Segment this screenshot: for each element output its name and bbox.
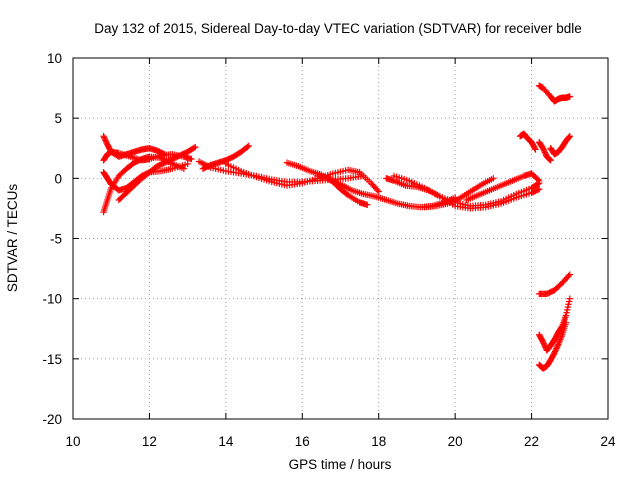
series-track-q bbox=[547, 133, 573, 158]
data-point bbox=[566, 93, 573, 100]
series-track-n bbox=[463, 170, 543, 204]
data-point bbox=[161, 151, 168, 158]
series-track-u bbox=[536, 319, 570, 372]
x-tick-label: 12 bbox=[142, 434, 157, 449]
data-point bbox=[565, 298, 573, 305]
plot-frame bbox=[72, 57, 609, 420]
data-point bbox=[364, 201, 371, 209]
data-point bbox=[102, 137, 109, 144]
x-tick-label: 18 bbox=[371, 434, 386, 449]
data-point bbox=[563, 309, 570, 316]
y-tick-label: -15 bbox=[42, 352, 62, 367]
data-point bbox=[101, 135, 109, 143]
data-point bbox=[551, 348, 559, 355]
y-tick-label: -5 bbox=[50, 232, 62, 247]
data-point bbox=[546, 156, 554, 163]
data-point bbox=[562, 319, 570, 326]
series-track-s bbox=[536, 271, 573, 298]
data-point bbox=[562, 312, 570, 319]
data-point bbox=[101, 134, 108, 141]
data-point bbox=[536, 177, 543, 184]
data-point bbox=[554, 342, 561, 349]
data-point bbox=[541, 147, 548, 155]
data-point bbox=[532, 146, 539, 153]
data-point bbox=[102, 138, 110, 146]
series-track-p bbox=[536, 139, 554, 164]
series-track-e bbox=[115, 143, 199, 204]
series-track-b bbox=[100, 133, 168, 160]
data-point bbox=[375, 188, 382, 195]
series-track-o bbox=[516, 130, 539, 153]
data-point bbox=[184, 160, 191, 168]
data-point bbox=[534, 186, 542, 193]
data-point bbox=[553, 344, 561, 351]
x-tick-label: 16 bbox=[295, 434, 310, 449]
y-tick-label: -10 bbox=[42, 292, 62, 307]
data-point bbox=[190, 144, 198, 152]
data-point bbox=[541, 149, 549, 156]
data-points bbox=[100, 82, 573, 372]
y-tick-label: 10 bbox=[47, 51, 62, 66]
data-point bbox=[547, 157, 554, 164]
data-point bbox=[542, 150, 549, 158]
x-tick-label: 10 bbox=[65, 434, 80, 449]
data-point bbox=[565, 301, 572, 308]
series-track-m bbox=[421, 175, 497, 211]
data-point bbox=[180, 165, 188, 172]
data-point bbox=[540, 340, 547, 347]
data-point bbox=[565, 133, 573, 141]
x-axis-label: GPS time / hours bbox=[289, 457, 392, 472]
data-point bbox=[566, 133, 573, 140]
series-track-r bbox=[536, 82, 573, 105]
data-point bbox=[192, 143, 199, 151]
data-point bbox=[539, 145, 547, 152]
y-axis-label: SDTVAR / TECUs bbox=[5, 184, 20, 293]
data-point bbox=[565, 272, 572, 280]
data-point bbox=[564, 306, 571, 314]
series-track-l bbox=[390, 172, 543, 212]
data-point bbox=[245, 142, 252, 150]
data-point bbox=[244, 143, 251, 151]
y-tick-label: -20 bbox=[42, 412, 62, 427]
data-point bbox=[490, 175, 497, 182]
series-track-d bbox=[100, 160, 191, 194]
data-point bbox=[541, 341, 548, 348]
data-point bbox=[374, 186, 381, 194]
data-point bbox=[160, 150, 167, 157]
x-tick-label: 20 bbox=[448, 434, 463, 449]
data-point bbox=[552, 346, 559, 354]
data-point bbox=[539, 338, 547, 346]
data-point bbox=[536, 185, 543, 193]
data-point bbox=[546, 155, 553, 163]
data-point bbox=[551, 349, 558, 357]
data-point bbox=[100, 133, 107, 140]
data-point bbox=[566, 271, 573, 278]
x-tick-label: 22 bbox=[524, 434, 539, 449]
axis-ticks: 10 12 14 16 18 20 22 24 10 5 0 -5 -10 -15 -20 bbox=[42, 51, 616, 449]
x-tick-label: 24 bbox=[600, 434, 616, 449]
data-point bbox=[540, 146, 547, 153]
data-point bbox=[534, 176, 542, 183]
data-point bbox=[566, 295, 573, 302]
data-point bbox=[531, 145, 538, 152]
y-tick-label: 0 bbox=[54, 171, 62, 186]
data-point bbox=[564, 303, 572, 311]
data-point bbox=[188, 155, 195, 163]
x-tick-label: 14 bbox=[218, 434, 234, 449]
chart-title: Day 132 of 2015, Sidereal Day-to-day VTE… bbox=[94, 21, 581, 36]
y-tick-label: 5 bbox=[54, 111, 62, 126]
data-point bbox=[553, 345, 560, 352]
grid bbox=[73, 58, 608, 419]
